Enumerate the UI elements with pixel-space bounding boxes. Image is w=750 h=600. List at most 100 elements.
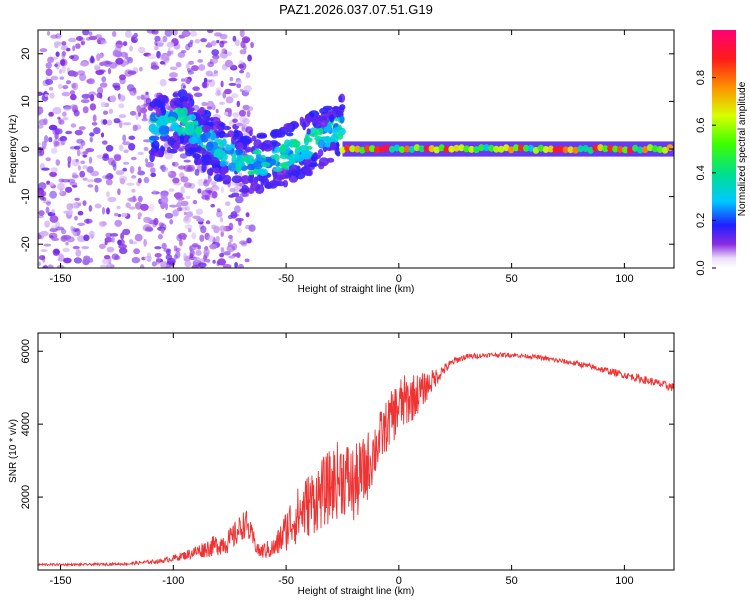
noise-blob: [108, 257, 112, 265]
noise-blob: [126, 84, 135, 92]
noise-blob: [221, 48, 227, 54]
noise-blob: [106, 61, 113, 65]
noise-blob: [160, 196, 169, 205]
signal-blob: [213, 174, 223, 182]
noise-blob: [78, 202, 82, 207]
noise-blob: [114, 85, 121, 91]
tone-segment: [418, 145, 426, 153]
noise-blob: [77, 210, 84, 216]
tone-segment: [488, 144, 495, 152]
signal-blob: [304, 166, 311, 175]
signal-blob: [252, 160, 264, 170]
noise-blob: [110, 233, 119, 237]
noise-blob: [41, 167, 50, 171]
colorbar-tick-label: 0.4: [695, 165, 707, 180]
tone-segment: [339, 146, 346, 154]
noise-blob: [102, 175, 108, 179]
noise-blob: [205, 220, 211, 225]
noise-blob: [239, 30, 245, 38]
signal-blob: [306, 128, 311, 135]
noise-blob: [209, 73, 219, 77]
signal-blob: [182, 100, 192, 108]
noise-blob: [80, 140, 86, 146]
x-tick-label: -100: [162, 575, 184, 587]
noise-blob: [69, 182, 78, 186]
noise-blob: [46, 201, 51, 206]
signal-blob: [248, 178, 254, 184]
noise-blob: [179, 153, 188, 159]
noise-blob: [51, 147, 58, 154]
noise-blob: [67, 178, 76, 184]
noise-blob: [183, 252, 187, 259]
colorbar-tick-label: 0.8: [695, 70, 707, 85]
noise-blob: [99, 82, 108, 88]
noise-blob: [139, 67, 143, 72]
noise-blob: [49, 235, 54, 239]
noise-blob: [70, 123, 77, 128]
noise-blob: [58, 253, 65, 261]
noise-blob: [154, 35, 161, 42]
signal-blob: [179, 134, 185, 144]
noise-blob: [198, 49, 202, 54]
noise-blob: [200, 225, 207, 234]
noise-blob: [100, 132, 105, 138]
noise-blob: [164, 152, 173, 160]
noise-blob: [78, 126, 86, 131]
noise-blob: [206, 106, 213, 110]
noise-blob: [228, 82, 237, 86]
noise-blob: [61, 50, 66, 57]
signal-blob: [291, 170, 301, 177]
noise-blob: [86, 166, 94, 173]
noise-blob: [131, 188, 136, 193]
noise-blob: [69, 104, 78, 110]
noise-blob: [57, 116, 61, 120]
noise-blob: [225, 201, 231, 207]
noise-blob: [201, 81, 209, 89]
noise-blob: [169, 219, 174, 225]
snr-x-label: Height of straight line (km): [298, 586, 415, 597]
noise-blob: [241, 192, 250, 198]
y-tick-label: -20: [20, 236, 32, 252]
noise-blob: [111, 253, 119, 260]
signal-blob: [247, 170, 255, 176]
noise-blob: [213, 70, 218, 74]
noise-blob: [99, 62, 105, 66]
noise-blob: [38, 210, 45, 216]
tone-segment: [443, 145, 450, 153]
signal-blob: [256, 134, 268, 139]
tone-segment: [433, 146, 440, 154]
noise-blob: [118, 244, 127, 249]
noise-blob: [77, 222, 86, 226]
signal-blob: [243, 157, 251, 163]
noise-blob: [55, 226, 65, 231]
noise-blob: [201, 189, 210, 197]
noise-blob: [43, 264, 48, 268]
noise-blob: [83, 234, 90, 242]
noise-blob: [52, 106, 62, 115]
noise-blob: [65, 186, 73, 193]
noise-blob: [148, 203, 155, 212]
signal-blob: [260, 179, 265, 186]
signal-blob: [187, 147, 199, 152]
snr-ticks: -150 -100 -50 0 50 100 2000 4000 6000: [20, 333, 674, 587]
noise-blob: [71, 158, 80, 167]
signal-blob: [194, 126, 203, 136]
noise-blob: [38, 146, 43, 154]
signal-blob: [213, 124, 218, 133]
noise-blob: [228, 222, 234, 231]
noise-blob: [122, 141, 131, 146]
noise-blob: [79, 170, 86, 178]
noise-blob: [89, 103, 97, 111]
noise-blob: [45, 206, 50, 214]
signal-blob: [241, 185, 250, 194]
noise-blob: [51, 237, 59, 241]
noise-blob: [243, 37, 249, 44]
noise-blob: [38, 261, 42, 267]
signal-blob: [335, 150, 341, 157]
noise-blob: [190, 30, 198, 37]
noise-blob: [112, 31, 117, 37]
noise-blob: [164, 212, 174, 219]
noise-blob: [159, 61, 165, 65]
noise-blob: [176, 207, 182, 212]
